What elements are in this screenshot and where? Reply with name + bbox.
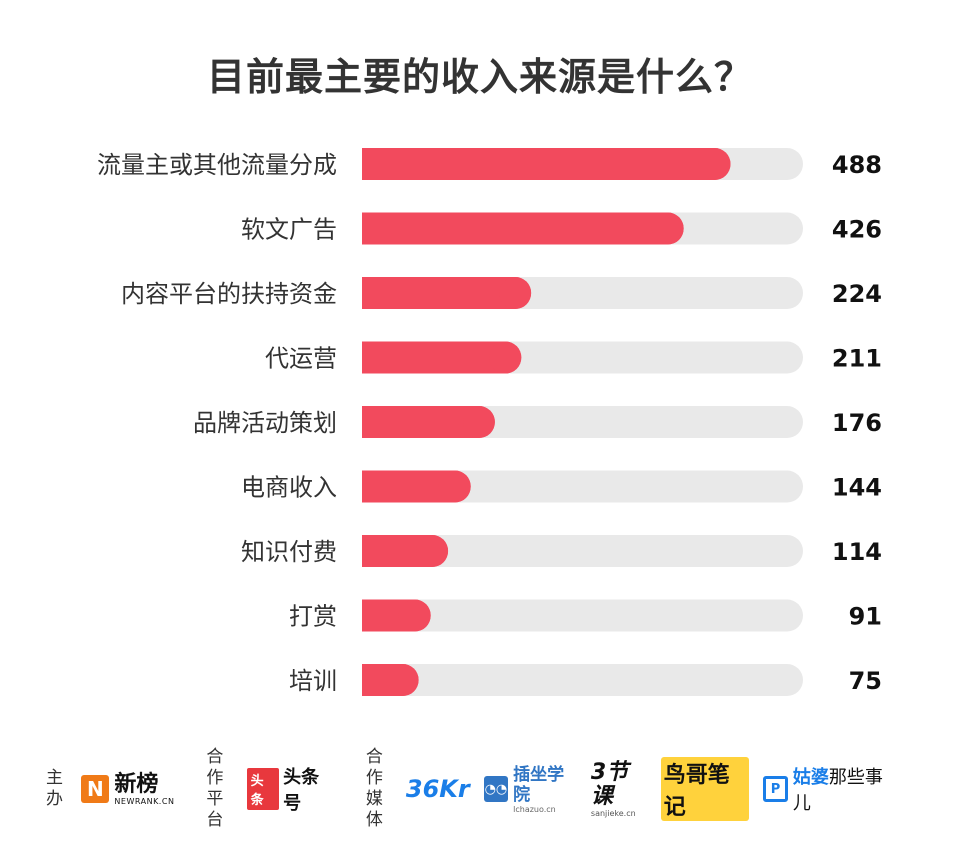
media-group: 合作 媒体 36Kr ◔◔ 插坐学院 lchazuo.cn 3节课 sanjie… xyxy=(366,747,908,831)
bar-end-cap xyxy=(651,212,684,245)
partner-label-line1: 合作 xyxy=(206,747,224,788)
category-label: 代运营 xyxy=(265,345,337,373)
gupo-icon: P xyxy=(763,776,788,802)
category-label: 品牌活动策划 xyxy=(193,409,337,437)
chart-title: 目前最主要的收入来源是什么？ xyxy=(206,55,753,99)
media-label-line2: 媒体 xyxy=(365,789,383,830)
sponsor-footer: 主办 N 新榜 NEWRANK.CN 合作 平台 头条 头条号 合作 媒体 36… xyxy=(46,747,926,830)
data-label: 488 xyxy=(832,151,882,179)
gupo-name: 那些事儿 xyxy=(792,767,883,814)
bar-chart: 流量主或其他流量分成 488 软文广告 426 内容平台的扶持资金 224 代运营 211 品牌… xyxy=(97,148,882,696)
bar-track xyxy=(362,664,803,696)
data-label: 426 xyxy=(832,216,882,244)
data-label: 224 xyxy=(832,280,882,308)
niaoge-name: 鸟哥笔记 xyxy=(660,757,750,821)
chazuo-icon: ◔◔ xyxy=(483,776,509,802)
chazuo-name: 插坐学院 xyxy=(513,764,565,805)
partner-group: 合作 平台 头条 头条号 xyxy=(206,747,347,831)
chazuo-logo: ◔◔ 插坐学院 lchazuo.cn xyxy=(483,764,577,814)
bar xyxy=(362,212,684,245)
bar-end-cap xyxy=(462,406,495,438)
category-label: 电商收入 xyxy=(241,474,337,502)
bar-end-cap xyxy=(438,470,471,503)
category-label: 培训 xyxy=(289,667,337,695)
category-label: 流量主或其他流量分成 xyxy=(97,151,337,179)
toutiao-name: 头条号 xyxy=(283,767,320,814)
bar xyxy=(362,406,495,438)
partner-label-line2: 平台 xyxy=(206,789,224,830)
category-label: 软文广告 xyxy=(241,216,337,244)
data-label: 114 xyxy=(832,538,882,566)
niaoge-logo: 鸟哥笔记 xyxy=(660,757,750,821)
newrank-name: 新榜 xyxy=(114,771,159,797)
bar-end-cap xyxy=(489,341,522,374)
data-label: 144 xyxy=(832,474,882,502)
category-label: 知识付费 xyxy=(241,538,337,566)
bar-track xyxy=(362,535,803,567)
bar xyxy=(362,148,731,180)
media-label-line1: 合作 xyxy=(365,747,383,788)
bar xyxy=(362,277,532,309)
toutiao-logo: 头条 头条号 xyxy=(246,763,334,815)
toutiao-icon: 头条 xyxy=(246,768,280,810)
sanjieke-name: 3节课 xyxy=(590,759,629,809)
data-label: 211 xyxy=(832,345,882,373)
36kr-name: 36Kr xyxy=(405,775,470,803)
bar-end-cap xyxy=(398,599,431,632)
host-label: 主办 xyxy=(46,768,63,809)
newrank-logo: N 新榜 NEWRANK.CN xyxy=(81,771,175,806)
bar xyxy=(362,341,522,374)
newrank-icon: N xyxy=(81,775,110,803)
gupo-mark: 姑婆 xyxy=(792,767,829,788)
data-label: 176 xyxy=(832,409,882,437)
bar-track xyxy=(362,470,803,503)
sanjieke-logo: 3节课 sanjieke.cn xyxy=(590,759,647,818)
bar-end-cap xyxy=(698,148,731,180)
data-label: 91 xyxy=(849,603,882,631)
chazuo-url: lchazuo.cn xyxy=(513,804,556,814)
category-label: 内容平台的扶持资金 xyxy=(121,280,337,308)
bar-end-cap xyxy=(386,664,419,696)
bar-end-cap xyxy=(416,535,449,567)
newrank-url: NEWRANK.CN xyxy=(114,796,175,806)
gupo-logo: P 姑婆那些事儿 xyxy=(763,763,894,815)
36kr-logo: 36Kr xyxy=(406,775,470,803)
bar-track xyxy=(362,599,803,632)
host-group: 主办 N 新榜 NEWRANK.CN xyxy=(46,768,188,810)
bar-end-cap xyxy=(499,277,532,309)
sanjieke-url: sanjieke.cn xyxy=(590,808,636,818)
data-label: 75 xyxy=(849,667,882,695)
category-label: 打赏 xyxy=(289,603,337,631)
